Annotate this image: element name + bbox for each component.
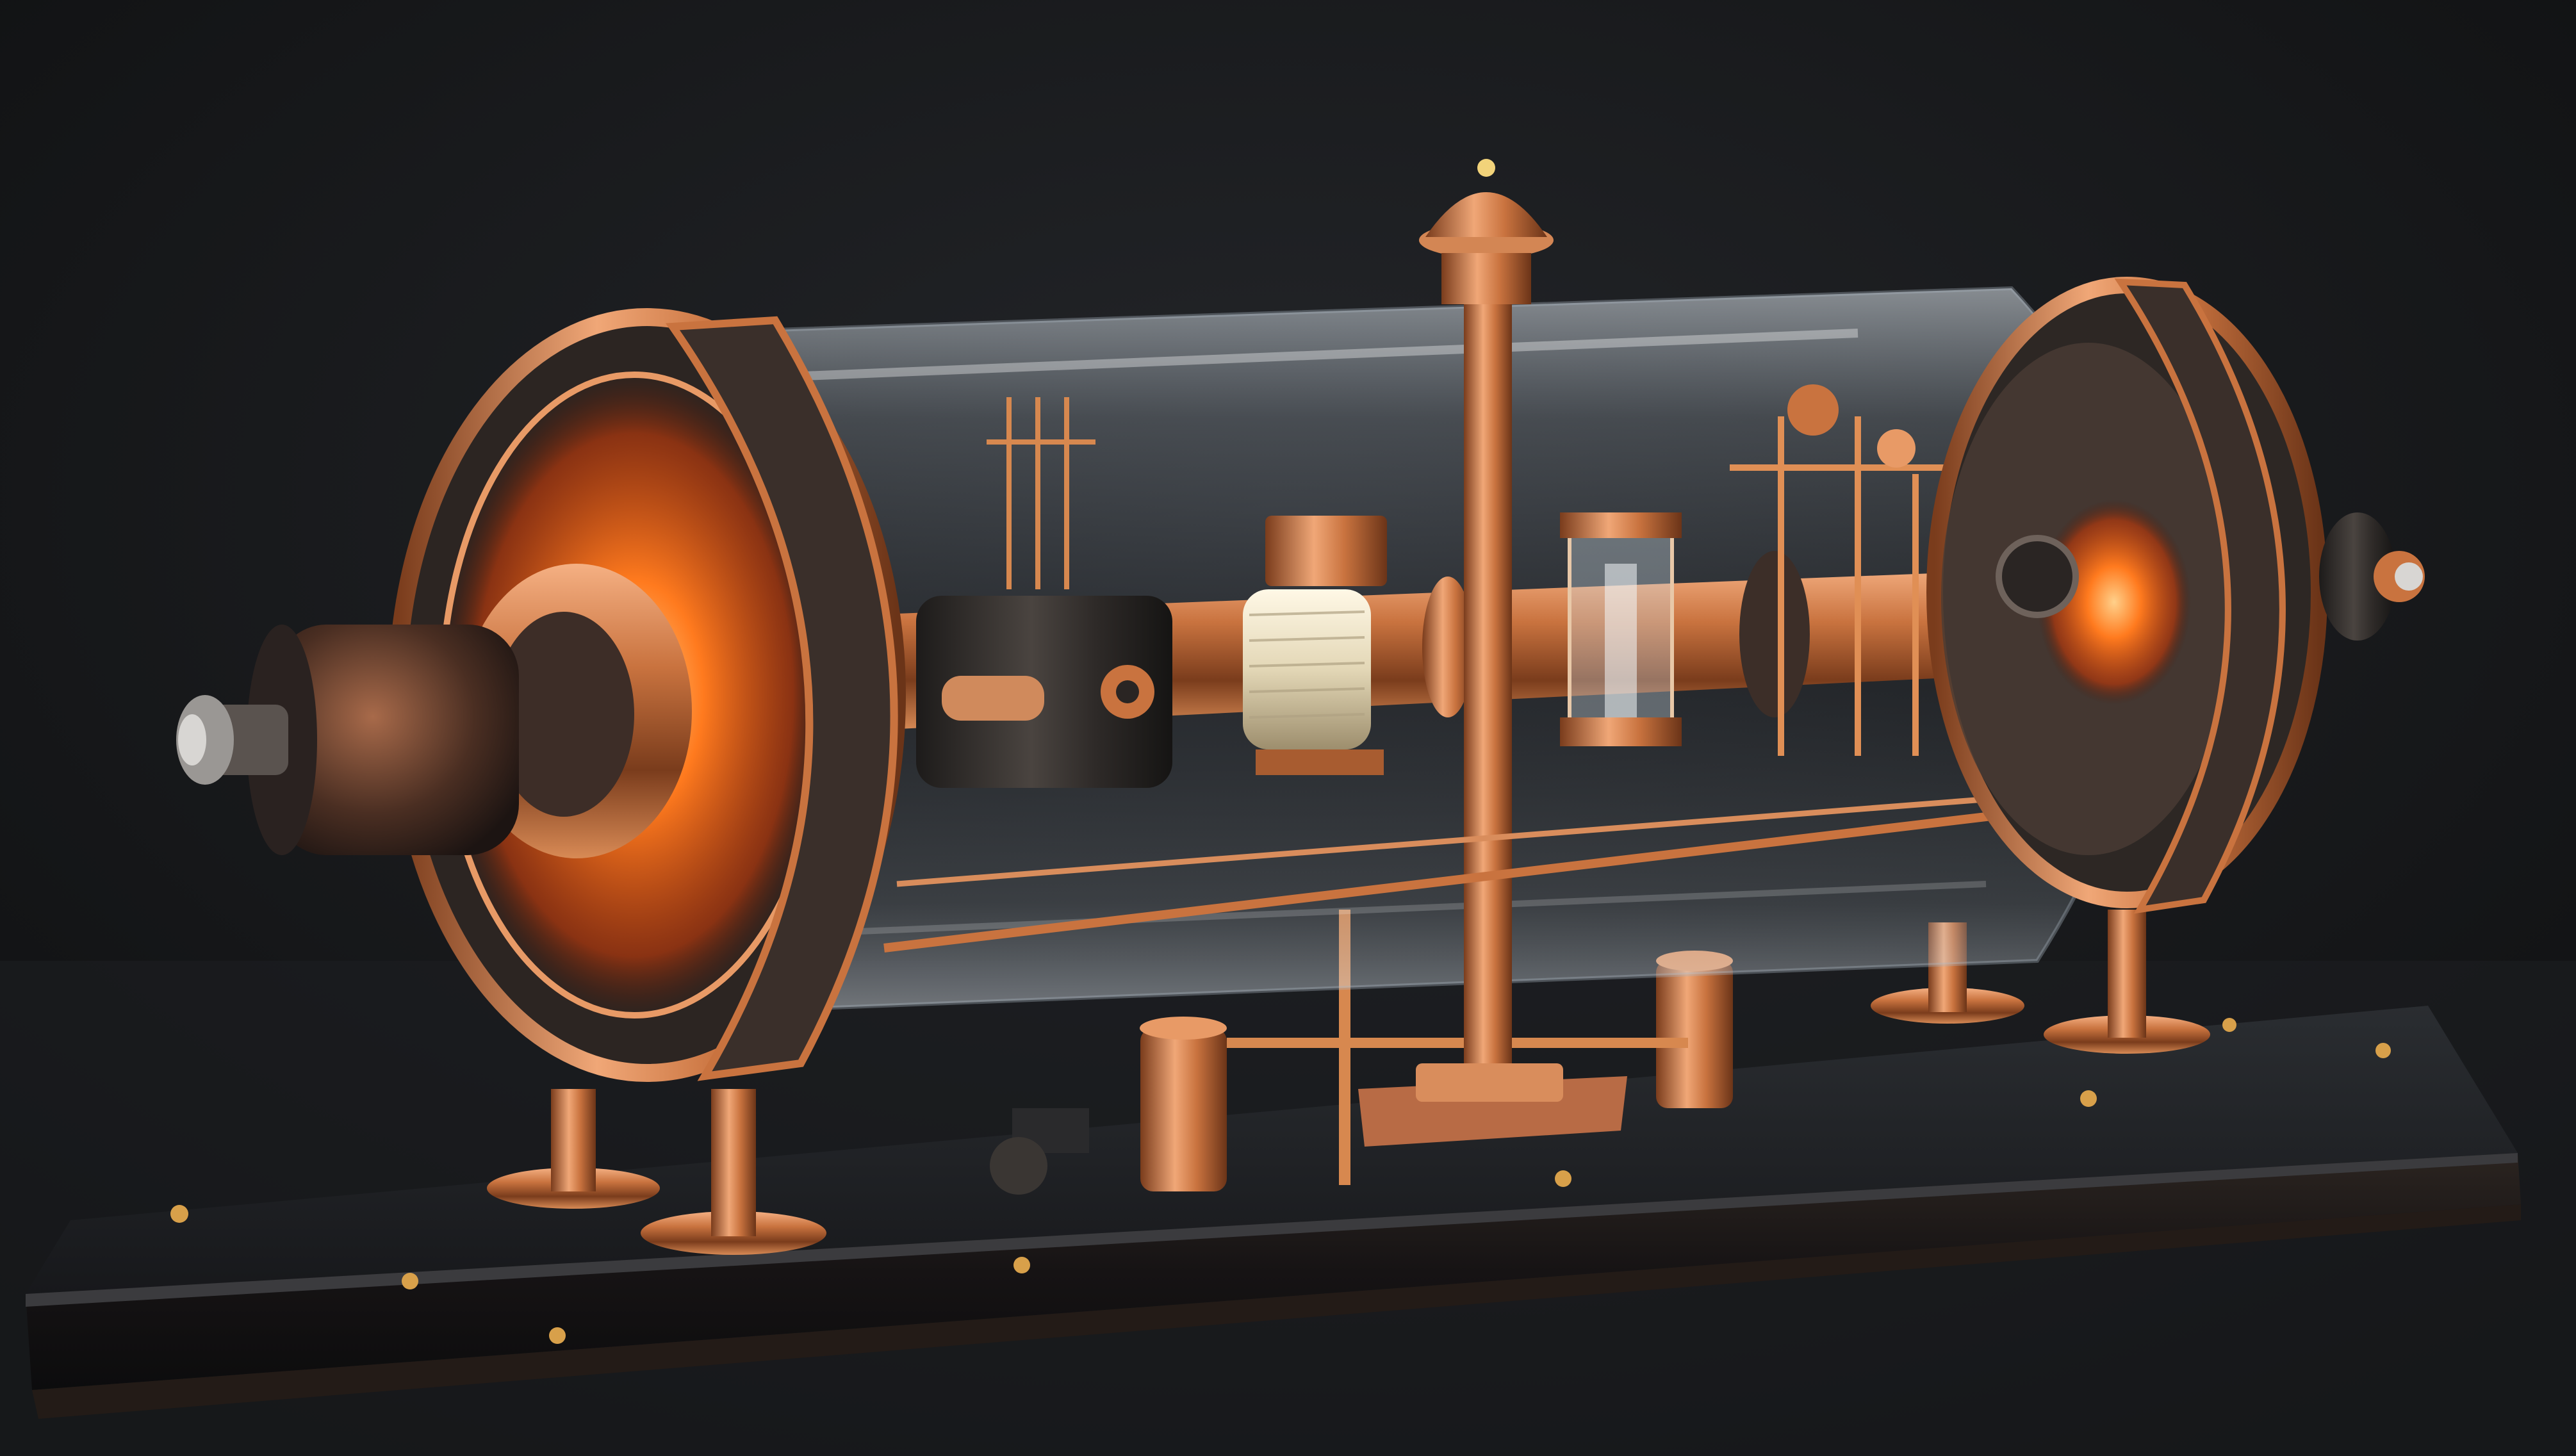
vacuum-tube-apparatus-illustration bbox=[0, 0, 2576, 1456]
